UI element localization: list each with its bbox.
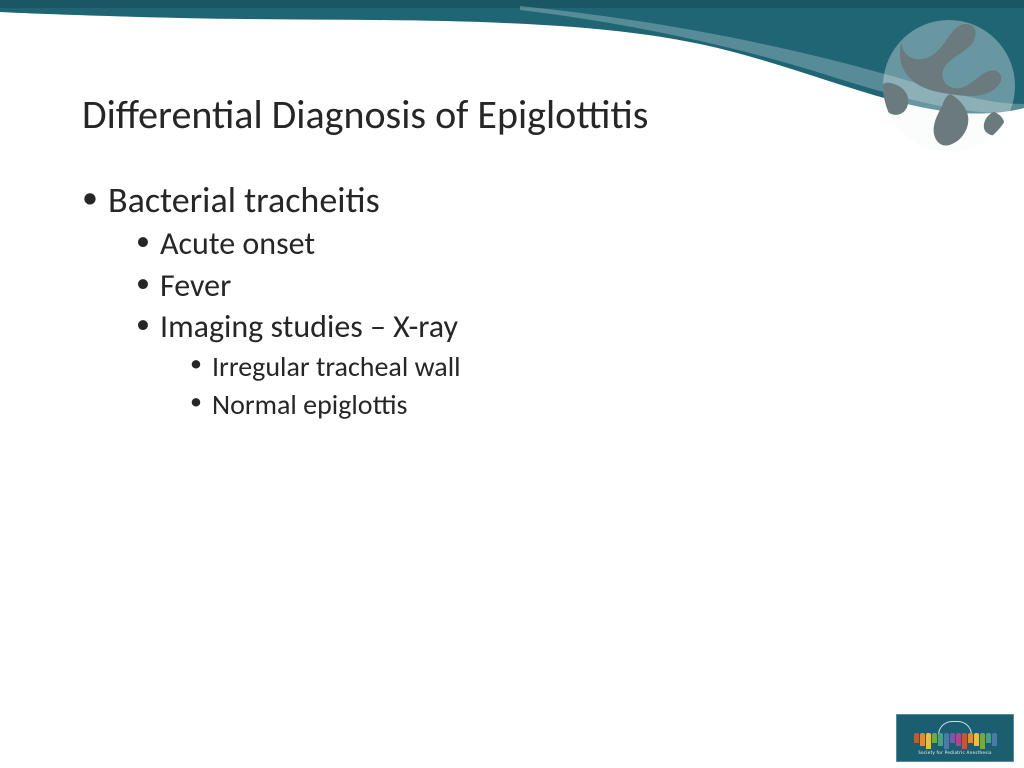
bullet-lvl1: Bacterial tracheitis Acute onset Fever I… [82, 178, 902, 423]
bullet-lvl2: Acute onset [136, 223, 902, 265]
bullet-lvl3: Irregular tracheal wall [190, 348, 902, 386]
globe-americas-icon [854, 16, 1024, 156]
footer-org-label: Society for Pediatric Anesthesia [918, 750, 991, 756]
footer-org-logo: Society for Pediatric Anesthesia [896, 714, 1014, 762]
bullet-lvl3: Normal epiglottis [190, 386, 902, 424]
bullet-text: Imaging studies – X-ray [160, 307, 458, 346]
slide: Differential Diagnosis of Epiglottitis B… [0, 0, 1024, 768]
bullet-text: Bacterial tracheitis [108, 178, 380, 222]
bullet-text: Fever [160, 266, 231, 305]
slide-body: Bacterial tracheitis Acute onset Fever I… [82, 178, 902, 425]
bullet-text: Normal epiglottis [212, 387, 408, 422]
bullet-lvl2: Imaging studies – X-ray Irregular trache… [136, 306, 902, 423]
bullet-lvl2: Fever [136, 265, 902, 307]
bullet-text: Irregular tracheal wall [212, 349, 461, 384]
bullet-text: Acute onset [160, 224, 315, 263]
logo-people-icon [905, 733, 1005, 749]
slide-title: Differential Diagnosis of Epiglottitis [82, 90, 648, 139]
